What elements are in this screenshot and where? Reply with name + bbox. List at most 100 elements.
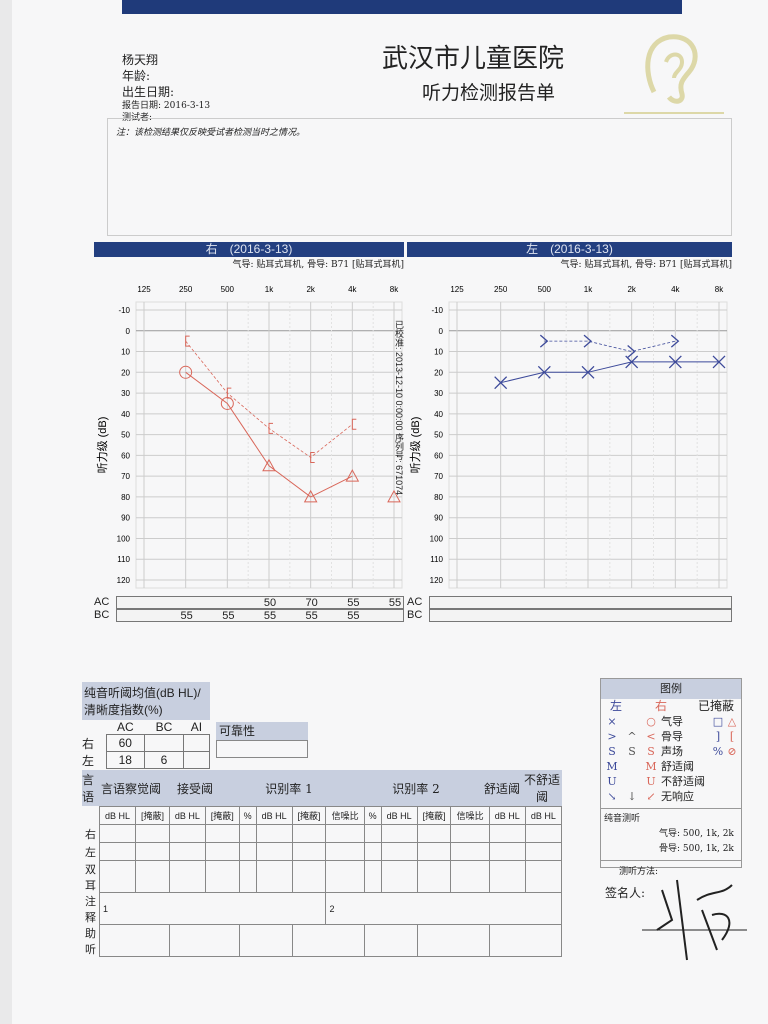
masking-value: 55 xyxy=(347,597,360,609)
speech-cell[interactable] xyxy=(204,824,240,843)
legend-row: ↘ ↓ ↙ 无响应 xyxy=(601,789,741,804)
speech-cell[interactable] xyxy=(168,842,206,861)
speech-cell[interactable] xyxy=(380,824,418,843)
legend-right-symbol: U xyxy=(646,775,656,788)
aid-cell[interactable] xyxy=(291,924,365,957)
speech-cell[interactable] xyxy=(135,860,170,893)
y-tick-label: 60 xyxy=(434,451,443,460)
speech-row-label: 右 xyxy=(85,828,96,841)
air-conduction-x-point xyxy=(537,365,551,379)
pta-title: 纯音听阈均值(dB HL)/清晰度指数(%) xyxy=(82,682,210,720)
pta-value xyxy=(144,734,184,752)
age-label: 年龄: xyxy=(122,69,151,83)
speech-cell[interactable] xyxy=(363,824,382,843)
speech-cell[interactable] xyxy=(325,860,365,893)
masking-value: 70 xyxy=(305,597,318,609)
aid-row-label: 助听 xyxy=(85,927,96,956)
legend-masked-left: ] xyxy=(715,730,721,743)
speech-cell[interactable] xyxy=(291,860,327,893)
aid-cell[interactable] xyxy=(363,924,418,957)
speech-cell[interactable] xyxy=(98,842,137,861)
ear-label: 左 xyxy=(82,753,95,768)
speech-cell[interactable] xyxy=(291,824,327,843)
legend-left-symbol: ↘ xyxy=(607,790,617,803)
speech-cell[interactable] xyxy=(524,824,563,843)
masked-bone-bracket-point xyxy=(226,387,232,399)
speech-cell[interactable] xyxy=(380,842,418,861)
x-tick-label: 1k xyxy=(265,285,274,294)
masking-value: 55 xyxy=(388,597,402,609)
bone-conduction-point xyxy=(539,334,549,348)
report-title: 听力检测报告单 xyxy=(422,82,556,104)
speech-cell[interactable] xyxy=(204,860,240,893)
patient-name: 杨天翔 xyxy=(122,53,159,67)
legend-row: U U 不舒适阈 xyxy=(601,774,741,789)
speech-cell[interactable] xyxy=(363,860,382,893)
masking-table: AC BC xyxy=(407,596,732,622)
speech-cell[interactable] xyxy=(238,824,257,843)
speech-cell[interactable] xyxy=(291,842,327,861)
speech-cell[interactable] xyxy=(204,842,240,861)
speech-cell[interactable] xyxy=(135,842,170,861)
speech-cell[interactable] xyxy=(450,842,490,861)
speech-cell[interactable] xyxy=(98,860,137,893)
aid-cell[interactable] xyxy=(488,924,563,957)
speech-cell[interactable] xyxy=(168,860,206,893)
bone-conduction-point xyxy=(583,334,592,348)
aid-cell[interactable] xyxy=(416,924,490,957)
speech-cell[interactable] xyxy=(255,824,293,843)
speech-cell[interactable] xyxy=(98,824,137,843)
legend-masked-left: % xyxy=(712,745,724,758)
legend-row: > ^ < 骨导] [ xyxy=(601,729,741,744)
masked-bone-bracket-point xyxy=(351,418,357,430)
speech-cell[interactable] xyxy=(255,860,293,893)
legend-right-symbol: ↙ xyxy=(646,790,656,803)
aid-cell[interactable] xyxy=(99,924,170,957)
x-tick-label: 8k xyxy=(715,285,724,294)
y-tick-label: 80 xyxy=(434,493,443,502)
speech-cell[interactable] xyxy=(135,824,170,843)
speech-cell[interactable] xyxy=(380,860,418,893)
speech-cell[interactable] xyxy=(416,842,452,861)
speech-cell[interactable] xyxy=(524,860,563,893)
note-2: 2 xyxy=(325,892,562,925)
legend-both-symbol: ^ xyxy=(627,730,637,743)
y-tick-label: -10 xyxy=(118,306,130,315)
speech-cell[interactable] xyxy=(416,860,452,893)
speech-cell[interactable] xyxy=(168,824,206,843)
speech-cell[interactable] xyxy=(238,842,257,861)
masking-value: 50 xyxy=(263,597,277,609)
speech-cell[interactable] xyxy=(238,860,257,893)
aid-cell[interactable] xyxy=(168,924,240,957)
speech-subheader: % xyxy=(238,806,257,825)
report-date-label: 报告日期: xyxy=(122,101,162,111)
calibration-text: 已校准: 2013-12-10 0:00:00 序列号: 671074 xyxy=(394,320,404,496)
speech-cell[interactable] xyxy=(488,824,526,843)
speech-row: 双耳 xyxy=(82,860,563,893)
bone-conduction-point xyxy=(670,334,680,348)
signature-icon xyxy=(642,879,747,961)
x-tick-label: 250 xyxy=(494,285,508,294)
speech-cell[interactable] xyxy=(450,860,490,893)
ear-logo-icon xyxy=(624,22,724,114)
legend-masked-right xyxy=(725,789,739,804)
speech-cell[interactable] xyxy=(450,824,490,843)
speech-cell[interactable] xyxy=(488,842,526,861)
y-tick-label: 70 xyxy=(434,472,443,481)
speech-cell[interactable] xyxy=(524,842,563,861)
y-tick-label: 40 xyxy=(434,410,443,419)
aid-cell[interactable] xyxy=(238,924,293,957)
speech-cell[interactable] xyxy=(255,842,293,861)
speech-cell[interactable] xyxy=(325,824,365,843)
series-line xyxy=(544,340,676,352)
legend-masked-left xyxy=(711,789,725,804)
speech-cell[interactable] xyxy=(488,860,526,893)
pta-value xyxy=(182,751,211,769)
x-tick-label: 4k xyxy=(348,285,357,294)
speech-table: dB HL [掩蔽] dB HL [掩蔽]% dB HL [掩蔽] 信噪比% dB HL [掩蔽… xyxy=(82,806,563,957)
speech-cell[interactable] xyxy=(416,824,452,843)
x-tick-label: 2k xyxy=(306,285,315,294)
legend-air: 气导: 500, 1k, 2k xyxy=(659,829,734,839)
speech-cell[interactable] xyxy=(363,842,382,861)
speech-cell[interactable] xyxy=(325,842,365,861)
